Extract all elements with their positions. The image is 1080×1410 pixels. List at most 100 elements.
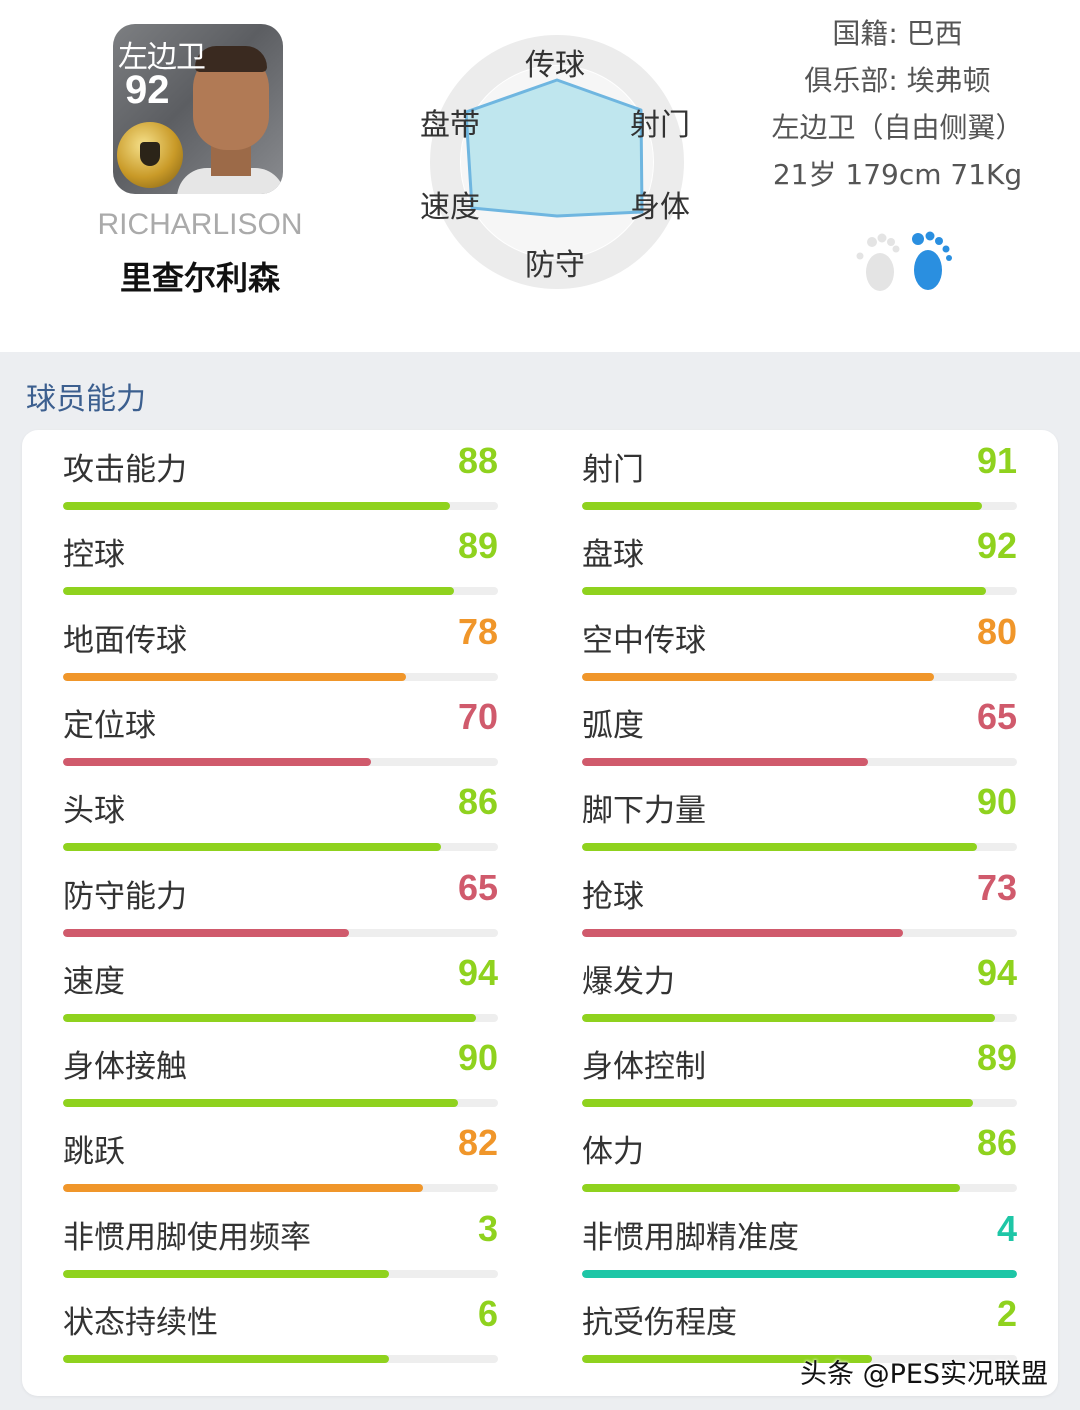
section-title: 球员能力 [26, 382, 146, 417]
stat-value: 89 [976, 1037, 1017, 1079]
stat-bar-track [582, 502, 1017, 510]
radar-label-defense: 防守 [525, 248, 585, 283]
stat-bar-fill [63, 928, 349, 937]
stat-label: 身体接触 [63, 1049, 187, 1086]
stat-bar-fill [63, 1099, 459, 1108]
stat-label: 防守能力 [63, 878, 187, 915]
stat-value: 91 [976, 440, 1017, 481]
radar-background [430, 35, 684, 289]
stat-label: 抢球 [582, 878, 644, 915]
left-footprint-icon [856, 233, 900, 291]
stat-row: 盘球 92 [582, 515, 1017, 601]
stat-bar-track [63, 757, 498, 766]
stat-bar-fill [582, 672, 934, 681]
stat-value: 94 [457, 951, 498, 993]
radar-label-speed: 速度 [420, 190, 480, 225]
stat-row: 状态持续性 6 [63, 1283, 498, 1369]
stat-bar-fill [63, 502, 450, 510]
stat-bar-track [63, 1355, 498, 1363]
stat-value: 3 [477, 1207, 498, 1249]
radar-label-pass: 传球 [525, 48, 585, 83]
stat-bar-track [582, 587, 1017, 596]
stat-label: 速度 [63, 963, 125, 1000]
abilities-panel: 攻击能力 88 控球 89 地面传球 78 定位球 70 头球 86 防守能力 65 速度 94 身体接触 9… [22, 430, 1058, 1396]
stat-row: 爆发力 94 [582, 942, 1017, 1028]
info-position: 左边卫（自由侧翼） [771, 111, 1024, 144]
stat-bar-track [63, 1184, 498, 1193]
stat-value: 65 [976, 695, 1017, 737]
stat-row: 身体控制 89 [582, 1027, 1017, 1113]
stat-label: 地面传球 [63, 622, 187, 659]
radar-polygon [464, 78, 644, 218]
stat-bar-track [582, 672, 1017, 681]
stat-label: 射门 [582, 452, 644, 488]
stat-value: 86 [976, 1122, 1017, 1164]
stat-label: 盘球 [582, 537, 644, 574]
stat-bar-track [63, 843, 498, 852]
stat-row: 射门 91 [582, 430, 1017, 516]
right-footprint-icon [912, 231, 952, 290]
stat-bar-track [582, 843, 1017, 852]
stat-label: 头球 [63, 793, 125, 830]
stat-bar-fill [582, 928, 903, 937]
club-badge-icon [117, 122, 183, 188]
stat-value: 78 [457, 610, 498, 652]
stat-label: 非惯用脚精准度 [582, 1219, 799, 1256]
stat-row: 脚下力量 90 [582, 771, 1017, 857]
stat-value: 92 [976, 525, 1017, 567]
stat-bar-track [63, 587, 498, 596]
stat-value: 65 [457, 866, 498, 908]
stat-bar-track [582, 1184, 1017, 1193]
player-name-en: RICHARLISON [97, 208, 303, 241]
stat-value: 2 [996, 1293, 1017, 1334]
player-photo [177, 42, 283, 194]
stat-value: 70 [457, 695, 498, 737]
stat-bar-fill [63, 1013, 477, 1022]
card-rating: 92 [125, 68, 170, 112]
stat-bar-track [582, 1099, 1017, 1108]
stat-value: 94 [976, 951, 1017, 993]
player-card[interactable]: 左边卫 92 [113, 24, 283, 194]
stat-row: 速度 94 [63, 942, 498, 1028]
stat-bar-fill [582, 1355, 872, 1363]
stat-label: 非惯用脚使用频率 [63, 1219, 311, 1256]
stat-value: 90 [976, 781, 1017, 823]
stat-row: 控球 89 [63, 515, 498, 601]
watermark: 头条 @PES实况联盟 [800, 1359, 1049, 1390]
stat-bar-track [63, 1099, 498, 1108]
stat-value: 4 [996, 1207, 1017, 1249]
radar-label-dribble: 盘带 [420, 108, 480, 143]
player-header: 左边卫 92 RICHARLISON 里查尔利森 传球 盘带 射门 速度 身体 … [0, 0, 1080, 352]
stat-bar-track [63, 502, 498, 510]
stat-row: 跳跃 82 [63, 1112, 498, 1198]
stat-bar-fill [63, 843, 441, 852]
stat-label: 控球 [63, 537, 125, 574]
stat-bar-track [63, 1269, 498, 1278]
stat-label: 弧度 [582, 707, 644, 744]
stat-row: 头球 86 [63, 771, 498, 857]
stat-value: 90 [457, 1037, 498, 1079]
stat-label: 攻击能力 [63, 452, 187, 488]
stat-value: 82 [457, 1122, 498, 1164]
stat-label: 抗受伤程度 [582, 1305, 737, 1341]
stat-value: 6 [477, 1293, 498, 1334]
info-club: 俱乐部: 埃弗顿 [804, 64, 991, 97]
stat-value: 88 [457, 440, 498, 481]
stat-label: 身体控制 [582, 1049, 706, 1086]
stat-bar-fill [582, 502, 982, 510]
stat-value: 73 [976, 866, 1017, 908]
info-nationality: 国籍: 巴西 [832, 17, 963, 50]
stat-bar-track [63, 672, 498, 681]
stat-row: 身体接触 90 [63, 1027, 498, 1113]
stat-value: 86 [457, 781, 498, 823]
stat-bar-fill [63, 587, 455, 596]
card-position: 左边卫 [118, 40, 206, 75]
stat-bar-fill [582, 1099, 974, 1108]
stat-row: 抢球 73 [582, 857, 1017, 943]
stat-value: 80 [976, 610, 1017, 652]
stat-bar-track [582, 1355, 1017, 1363]
stat-bar-track [63, 1013, 498, 1022]
stat-bar-fill [582, 1269, 1017, 1278]
stat-label: 定位球 [63, 707, 156, 744]
stat-row: 定位球 70 [63, 686, 498, 772]
